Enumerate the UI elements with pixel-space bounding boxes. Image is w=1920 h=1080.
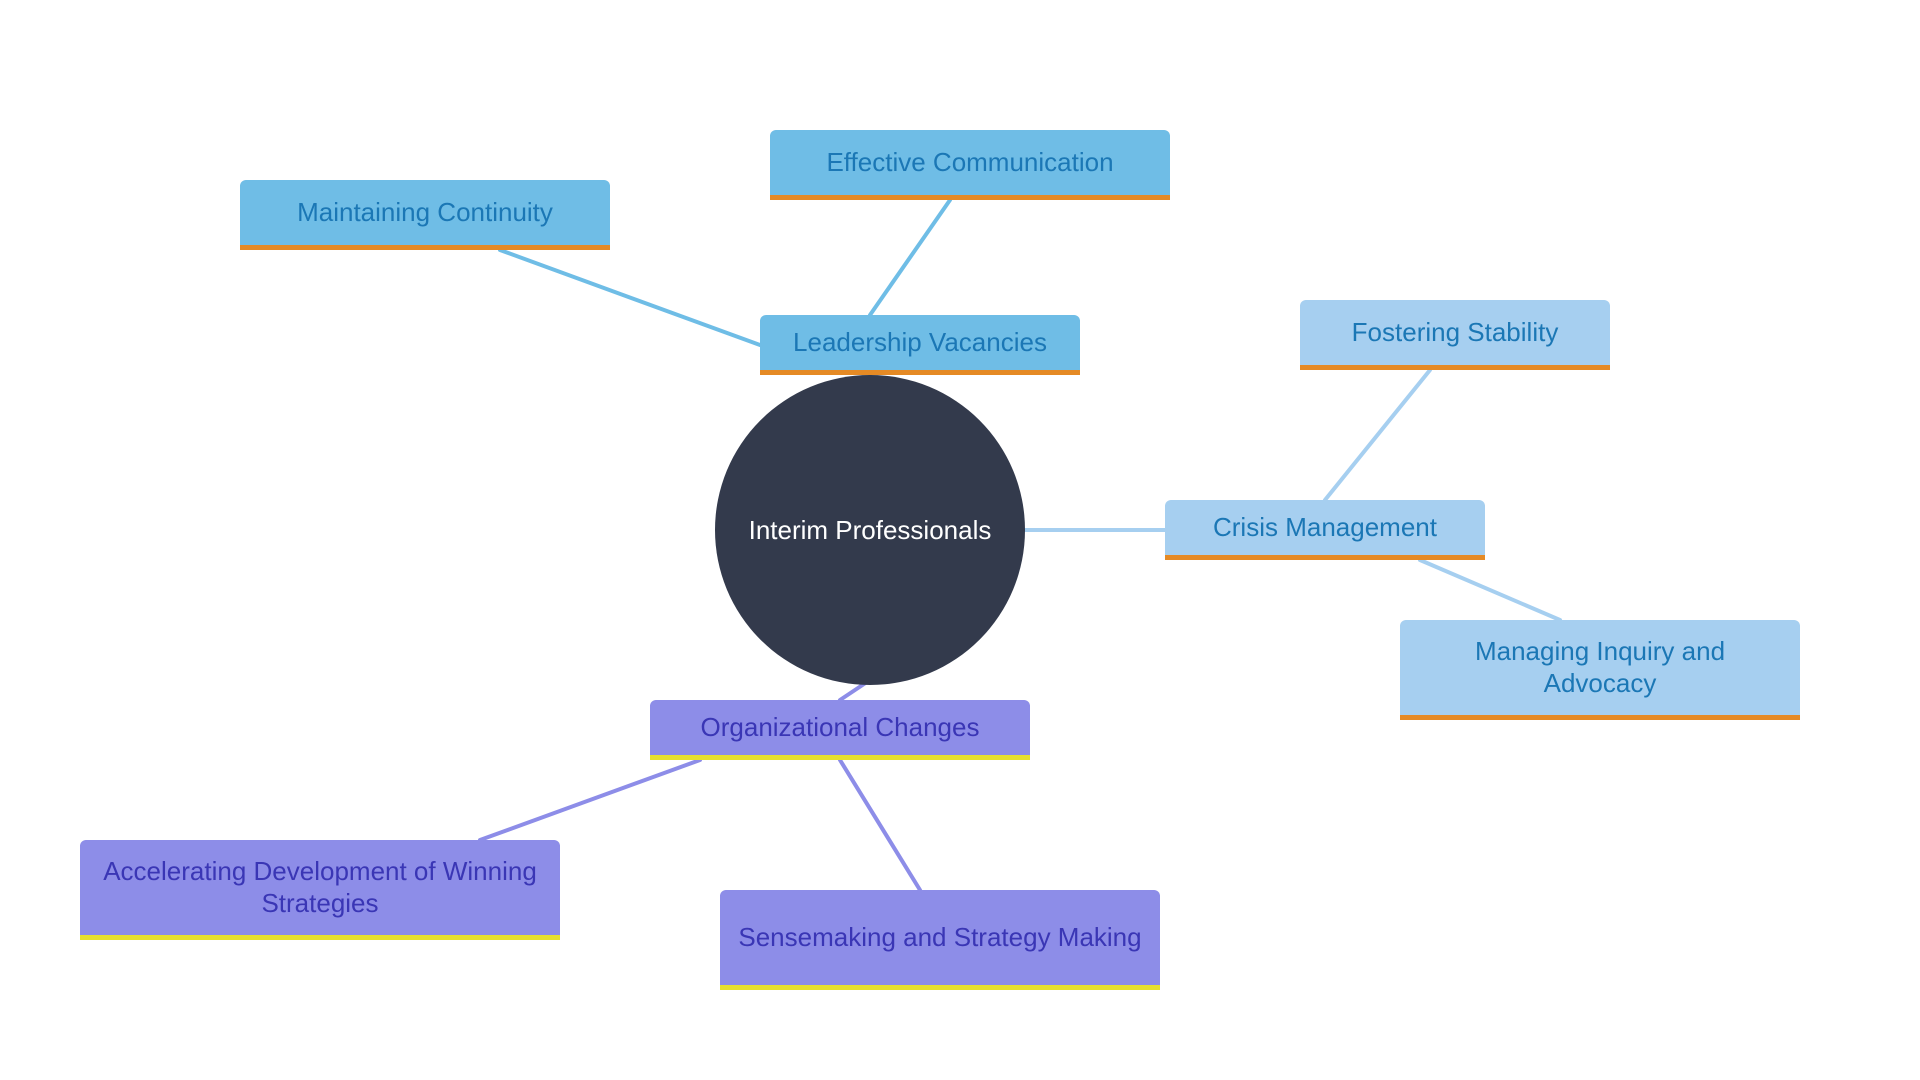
node-maintaining-continuity: Maintaining Continuity [240, 180, 610, 250]
node-label: Maintaining Continuity [297, 197, 553, 228]
center-node-label: Interim Professionals [749, 515, 992, 546]
node-accelerating-strategies: Accelerating Development of Winning Stra… [80, 840, 560, 940]
node-label: Managing Inquiry and Advocacy [1418, 636, 1782, 698]
node-organizational-changes: Organizational Changes [650, 700, 1030, 760]
node-leadership-vacancies: Leadership Vacancies [760, 315, 1080, 375]
node-label: Effective Communication [826, 147, 1113, 178]
node-fostering-stability: Fostering Stability [1300, 300, 1610, 370]
node-label: Crisis Management [1213, 512, 1437, 543]
node-sensemaking-strategy: Sensemaking and Strategy Making [720, 890, 1160, 990]
node-label: Fostering Stability [1352, 317, 1559, 348]
node-crisis-management: Crisis Management [1165, 500, 1485, 560]
node-managing-inquiry-advocacy: Managing Inquiry and Advocacy [1400, 620, 1800, 720]
node-label: Organizational Changes [701, 712, 980, 743]
node-label: Sensemaking and Strategy Making [738, 922, 1141, 953]
node-label: Leadership Vacancies [793, 327, 1047, 358]
center-node: Interim Professionals [715, 375, 1025, 685]
diagram-canvas: Interim Professionals Leadership Vacanci… [0, 0, 1920, 1080]
node-label: Accelerating Development of Winning Stra… [98, 856, 542, 918]
node-effective-communication: Effective Communication [770, 130, 1170, 200]
